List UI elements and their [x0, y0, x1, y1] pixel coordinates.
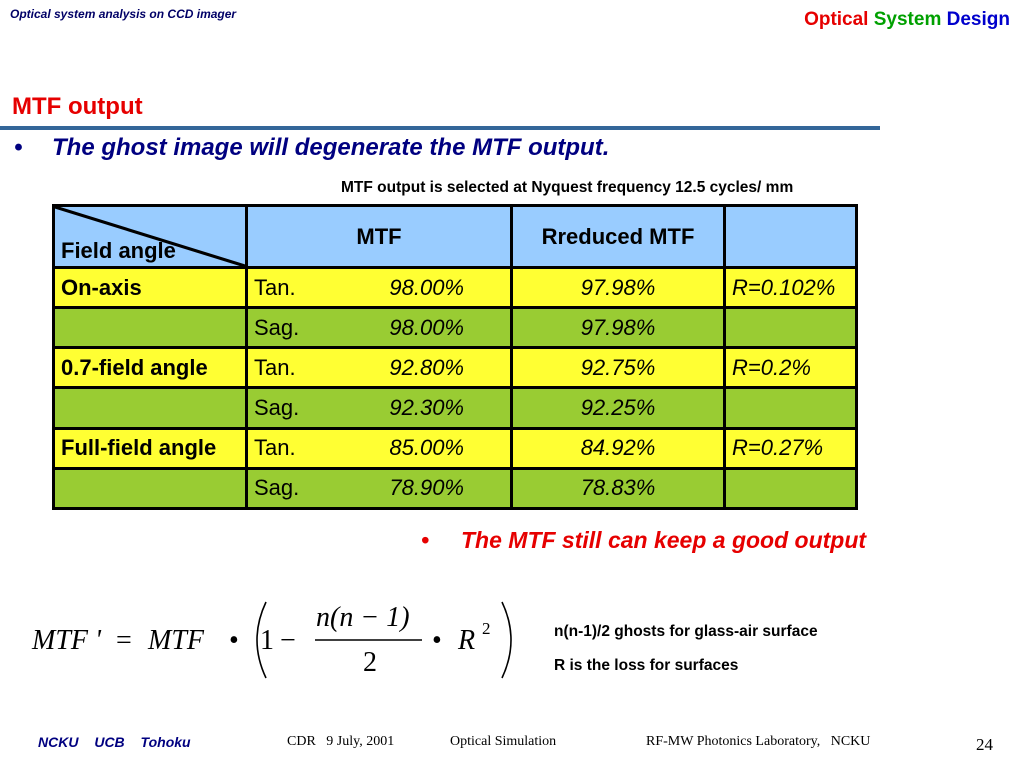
header-reduced-mtf: Rreduced MTF [513, 207, 723, 266]
footer-topic: Optical Simulation [450, 734, 557, 749]
table-row: Sag. 98.00% 97.98% [55, 309, 855, 347]
cell-r: R=0.27% [726, 429, 855, 467]
cell-dir-mtf: Tan. 85.00% [248, 429, 510, 467]
cell-r [726, 389, 855, 427]
table-row: Sag. 92.30% 92.25% [55, 389, 855, 427]
cell-reduced: 97.98% [513, 269, 723, 307]
bullet-text: The MTF still can keep a good output [461, 527, 867, 553]
table-row: Full-field angle Tan. 85.00% 84.92% R=0.2… [55, 429, 855, 467]
footer-date: CDR 9 July, 2001 [287, 734, 395, 749]
cell-dir: Sag. [254, 314, 300, 340]
formula-denominator: 2 [363, 647, 377, 678]
bullet-dot: • [14, 134, 23, 161]
cell-dir: Sag. [254, 475, 300, 501]
formula-dot-2: • [432, 625, 442, 656]
table-row: On-axis Tan. 98.00% 97.98% R=0.102% [55, 269, 855, 307]
cell-reduced: 92.25% [513, 389, 723, 427]
cell-field [55, 309, 245, 347]
diagonal-divider [55, 207, 245, 266]
cell-r: R=0.102% [726, 269, 855, 307]
bullet-ghost-image: • The ghost image will degenerate the MTF… [14, 134, 609, 162]
right-paren [501, 601, 512, 679]
cell-dir: Tan. [254, 274, 296, 300]
cell-reduced: 97.98% [513, 309, 723, 347]
header-mtf: MTF [248, 207, 510, 266]
cell-field [55, 389, 245, 427]
table-row: Sag. 78.90% 78.83% [55, 469, 855, 507]
formula-r: R [457, 625, 475, 656]
cell-mtf: 98.00% [389, 314, 464, 340]
page-number: 24 [976, 735, 993, 754]
formula-numerator: n(n − 1) [316, 602, 410, 633]
cell-field: 0.7-field angle [55, 349, 245, 387]
cell-mtf: 98.00% [389, 274, 464, 300]
header-word-system: System [873, 9, 942, 30]
cell-field [55, 469, 245, 507]
header-r [726, 207, 855, 266]
cell-dir: Tan. [254, 354, 296, 380]
header-subtitle: Optical system analysis on CCD imager [10, 7, 237, 21]
title-divider [0, 126, 880, 130]
cell-dir-mtf: Tan. 98.00% [248, 269, 510, 307]
table-caption: MTF output is selected at Nyquest freque… [341, 179, 794, 196]
bullet-good-output: • The MTF still can keep a good output [421, 527, 866, 554]
cell-dir-mtf: Sag. 98.00% [248, 309, 510, 347]
cell-r [726, 309, 855, 347]
table-row: 0.7-field angle Tan. 92.80% 92.75% R=0.2% [55, 349, 855, 387]
header-title: Optical System Design [804, 9, 1010, 31]
note-ghosts: n(n-1)/2 ghosts for glass-air surface [554, 623, 818, 640]
cell-field: Full-field angle [55, 429, 245, 467]
formula-one: 1 [260, 625, 274, 656]
formula-exponent: 2 [482, 619, 491, 638]
formula-mtf: MTF [147, 625, 205, 656]
cell-r [726, 469, 855, 507]
cell-reduced: 92.75% [513, 349, 723, 387]
cell-mtf: 92.30% [389, 395, 464, 421]
cell-dir: Sag. [254, 395, 300, 421]
mtf-table: Field angle MTF Rreduced MTF On-axis Tan… [52, 204, 858, 510]
cell-mtf: 92.80% [389, 354, 464, 380]
cell-dir-mtf: Sag. 92.30% [248, 389, 510, 427]
table-header-row: Field angle MTF Rreduced MTF [55, 207, 855, 266]
formula-minus: − [280, 625, 296, 656]
cell-mtf: 85.00% [389, 435, 464, 461]
bullet-dot: • [421, 527, 430, 553]
cell-mtf: 78.90% [389, 475, 464, 501]
formula-dot-1: • [229, 625, 239, 656]
cell-dir-mtf: Sag. 78.90% [248, 469, 510, 507]
mtf-formula: MTF ' = MTF • 1 − n(n − 1) 2 • R 2 [31, 601, 512, 679]
note-loss: R is the loss for surfaces [554, 657, 739, 674]
header-field-label: Field angle [61, 238, 176, 263]
header-word-design: Design [946, 9, 1010, 30]
slide-title: MTF output [12, 93, 143, 120]
cell-dir: Tan. [254, 435, 296, 461]
footer-lab: RF-MW Photonics Laboratory, NCKU [646, 734, 871, 749]
footer-institutions: NCKU UCB Tohoku [38, 734, 191, 750]
cell-reduced: 78.83% [513, 469, 723, 507]
cell-field: On-axis [55, 269, 245, 307]
header-word-optical: Optical [804, 9, 869, 30]
header-field-angle: Field angle [55, 207, 245, 266]
cell-r: R=0.2% [726, 349, 855, 387]
cell-dir-mtf: Tan. 92.80% [248, 349, 510, 387]
bullet-text: The ghost image will degenerate the MTF … [52, 134, 610, 161]
formula-equals: = [116, 625, 132, 656]
formula-lhs: MTF ' [31, 625, 102, 656]
left-paren [256, 601, 267, 679]
cell-reduced: 84.92% [513, 429, 723, 467]
